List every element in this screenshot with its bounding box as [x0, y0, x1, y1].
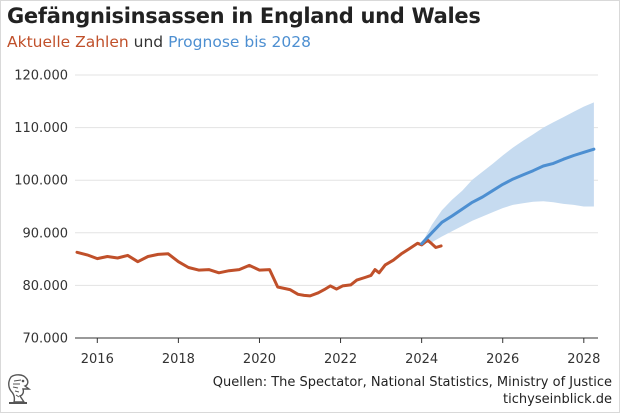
actual-data-point	[329, 285, 332, 287]
actual-data-point	[147, 255, 149, 258]
actual-data-point	[238, 268, 240, 271]
actual-data-point	[341, 285, 344, 287]
forecast-data-point	[491, 189, 494, 192]
actual-data-point	[187, 266, 190, 269]
actual-data-point	[440, 245, 442, 247]
forecast-data-point	[501, 183, 504, 186]
actual-series-line	[75, 238, 443, 298]
series-lines	[75, 147, 596, 298]
actual-data-point	[197, 269, 200, 271]
actual-data-point	[349, 284, 352, 286]
actual-data-point	[289, 288, 291, 291]
x-tick-label: 2028	[567, 352, 600, 367]
actual-data-point	[86, 254, 88, 256]
actual-data-point	[177, 260, 180, 263]
subtitle-actual: Aktuelle Zahlen	[7, 33, 129, 51]
forecast-data-point	[420, 243, 423, 245]
actual-data-point	[157, 253, 159, 256]
actual-data-point	[116, 257, 119, 259]
actual-data-point	[268, 268, 271, 271]
actual-data-point	[364, 276, 366, 279]
actual-data-point	[384, 264, 387, 266]
forecast-data-point	[552, 162, 555, 165]
y-tick-label: 80.000	[23, 279, 69, 294]
actual-data-point	[378, 272, 380, 274]
site-name: tichyseinblick.de	[503, 392, 612, 407]
actual-data-point	[370, 274, 372, 277]
forecast-data-point	[532, 169, 534, 172]
forecast-data-point	[471, 201, 474, 204]
subtitle-connector: und	[133, 33, 164, 51]
subtitle-forecast: Prognose bis 2028	[168, 33, 311, 51]
actual-data-point	[76, 251, 78, 254]
y-tick-label: 100.000	[14, 174, 68, 189]
actual-data-point	[335, 288, 338, 290]
forecast-confidence-band	[421, 102, 594, 244]
actual-data-point	[276, 286, 279, 288]
actual-data-point	[431, 243, 433, 245]
actual-data-point	[228, 269, 230, 272]
actual-data-point	[96, 257, 99, 260]
forecast-data-point	[542, 165, 545, 167]
actual-data-point	[317, 292, 320, 294]
chart-title: Gefängnisinsassen in England und Wales	[7, 4, 481, 28]
x-tick-label: 2018	[162, 352, 195, 367]
actual-data-point	[137, 260, 139, 263]
forecast-data-point	[431, 232, 433, 234]
actual-data-point	[303, 294, 305, 297]
actual-data-point	[400, 253, 403, 255]
x-tick-label: 2024	[405, 352, 438, 367]
x-tick-label: 2016	[81, 352, 114, 367]
eagle-head-logo-icon	[8, 374, 32, 404]
x-tick-label: 2020	[243, 352, 276, 367]
actual-data-point	[126, 254, 129, 257]
actual-data-point	[416, 242, 419, 245]
actual-data-point	[248, 264, 251, 267]
forecast-data-point	[461, 208, 464, 210]
forecast-data-point	[522, 174, 524, 176]
actual-data-point	[218, 272, 220, 274]
actual-data-point	[258, 269, 261, 271]
actual-data-point	[374, 268, 376, 271]
actual-data-point	[297, 293, 299, 296]
axes	[75, 337, 598, 343]
actual-data-point	[408, 247, 411, 250]
forecast-data-point	[441, 221, 443, 224]
actual-data-point	[392, 259, 395, 262]
tick-labels: 70.000 80.000 90.000 100.000 110.000 120.000 2…	[14, 69, 600, 368]
source-text: Quellen: The Spectator, National Statist…	[212, 375, 612, 390]
y-tick-label: 90.000	[23, 226, 69, 241]
forecast-data-point	[512, 178, 514, 180]
forecast-data-point	[583, 151, 585, 154]
actual-data-point	[208, 268, 210, 271]
forecast-data-point	[572, 154, 575, 157]
forecast-series-line	[420, 147, 596, 246]
chart-subtitle: Aktuelle Zahlen und Prognose bis 2028	[7, 33, 311, 51]
y-tick-label: 110.000	[14, 121, 68, 136]
source-note: Quellen: The Spectator, National Statist…	[213, 374, 612, 408]
actual-data-point	[106, 255, 109, 258]
x-tick-label: 2026	[486, 352, 519, 367]
actual-data-point	[167, 253, 169, 255]
actual-data-point	[323, 288, 326, 291]
x-tick-label: 2022	[324, 352, 357, 367]
actual-data-point	[356, 279, 358, 281]
forecast-data-point	[481, 196, 484, 198]
grid-lines	[75, 74, 598, 286]
forecast-data-point	[562, 158, 565, 160]
y-tick-label: 70.000	[23, 332, 69, 347]
actual-data-point	[435, 246, 437, 249]
forecast-band-layer	[421, 102, 594, 244]
forecast-data-point	[451, 215, 453, 217]
actual-data-point	[309, 295, 311, 297]
forecast-data-point	[593, 148, 595, 150]
y-tick-label: 120.000	[14, 69, 68, 84]
